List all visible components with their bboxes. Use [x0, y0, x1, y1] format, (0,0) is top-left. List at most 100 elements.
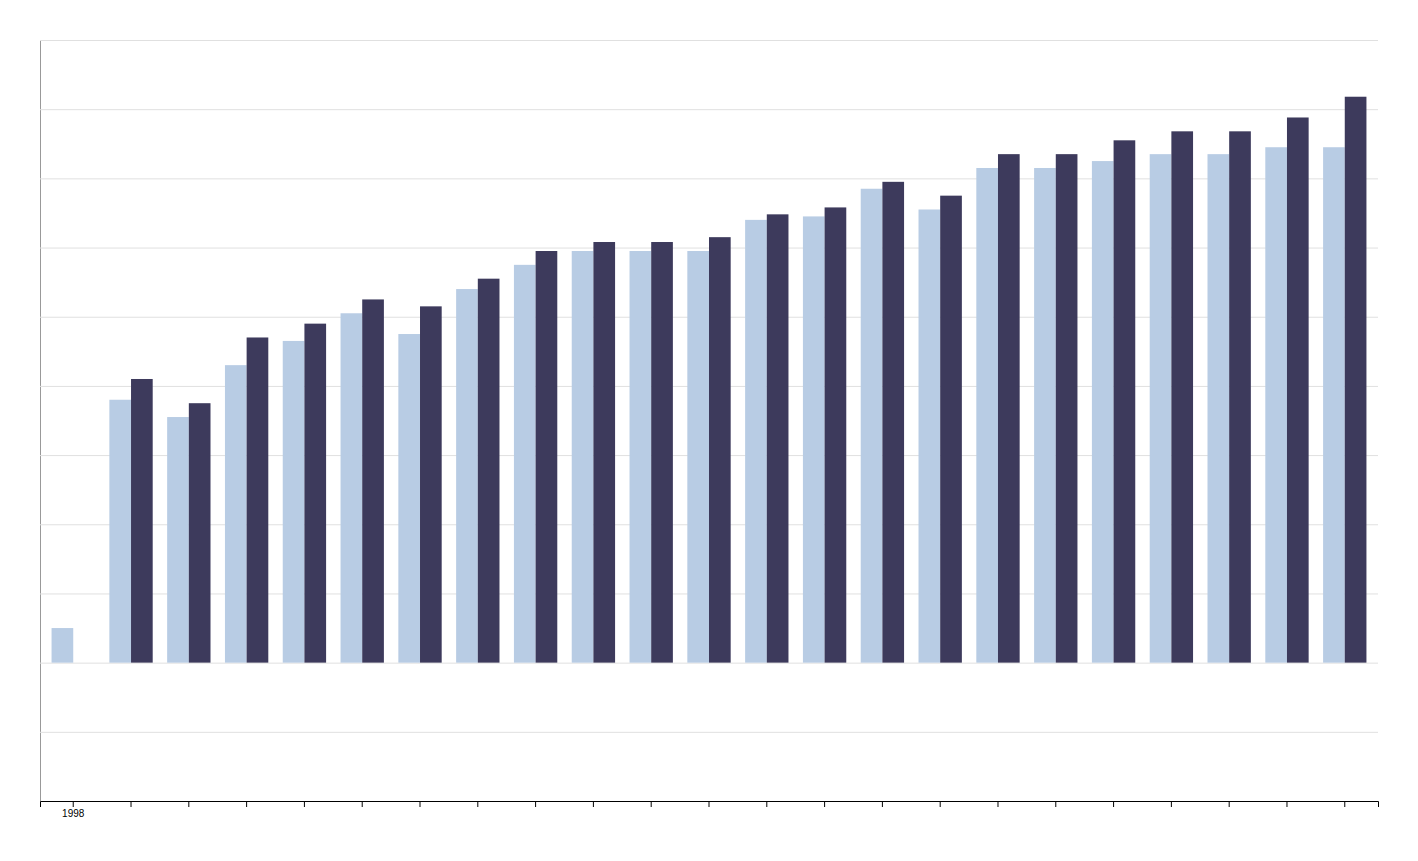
bar: [687, 251, 709, 663]
x-tick-label: 1998: [62, 808, 85, 819]
bar: [478, 279, 500, 663]
x-tick: [593, 801, 594, 807]
bar: [1287, 117, 1309, 662]
y-tick: [40, 732, 1378, 733]
bar: [651, 242, 673, 663]
bar: [976, 168, 998, 663]
x-tick: [1344, 801, 1345, 807]
x-tick: [362, 801, 363, 807]
x-tick: [246, 801, 247, 807]
bar: [189, 403, 211, 662]
grid-line: [40, 109, 1378, 110]
x-tick: [188, 801, 189, 807]
tick-line: [420, 801, 421, 807]
bar: [1345, 97, 1367, 663]
bar: [593, 242, 615, 663]
bar: [536, 251, 558, 663]
bar: [456, 289, 478, 663]
x-tick: [304, 801, 305, 807]
bars: [52, 97, 1367, 663]
x-tick: [131, 801, 132, 807]
bar: [1092, 161, 1114, 663]
bar: [572, 251, 594, 663]
bar: [1207, 154, 1229, 662]
tick-line: [1055, 801, 1056, 807]
tick-line: [246, 801, 247, 807]
bar: [398, 334, 420, 663]
tick-line: [882, 801, 883, 807]
bar: [109, 400, 131, 663]
bar: [998, 154, 1020, 662]
bar: [341, 313, 363, 662]
tick-line: [709, 801, 710, 807]
x-tick: [651, 801, 652, 807]
tick-line: [824, 801, 825, 807]
tick-line: [73, 801, 74, 807]
x-tick: [477, 801, 478, 807]
bar: [225, 365, 247, 662]
tick-line: [997, 801, 998, 807]
x-tick: [709, 801, 710, 807]
x-tick: [420, 801, 421, 807]
bar: [1171, 131, 1193, 662]
bar: [767, 214, 789, 662]
x-tick: [1229, 801, 1230, 807]
tick-line: [1171, 801, 1172, 807]
y-axis-line: [41, 41, 1379, 802]
tick-line: [651, 801, 652, 807]
bar: [131, 379, 153, 663]
tick-line: [477, 801, 478, 807]
bar: [745, 220, 767, 663]
tick-line: [1113, 801, 1114, 807]
tick-line: [304, 801, 305, 807]
bar: [420, 306, 442, 662]
series: [131, 97, 1366, 663]
x-tick: [1055, 801, 1056, 807]
bar: [861, 189, 883, 663]
tick-line: [766, 801, 767, 807]
x-axis: 1998: [41, 801, 1379, 819]
bar: [514, 265, 536, 663]
bar: [283, 341, 305, 663]
y-tick: [40, 40, 1378, 41]
x-tick: [1286, 801, 1287, 807]
x-tick: [997, 801, 998, 807]
x-tick: [940, 801, 941, 807]
y-tick: [40, 109, 1378, 110]
tick-line: [1344, 801, 1345, 807]
tick-line: [940, 801, 941, 807]
bar: [1265, 147, 1287, 662]
bar: [630, 251, 652, 663]
bar: [167, 417, 189, 663]
bar: [1150, 154, 1172, 662]
chart: 1998: [0, 0, 1418, 861]
grid-line: [40, 663, 1378, 664]
y-tick: [40, 663, 1378, 664]
tick-line: [188, 801, 189, 807]
x-tick: [1171, 801, 1172, 807]
bar: [940, 196, 962, 663]
bar: [247, 337, 269, 662]
x-tick: [766, 801, 767, 807]
tick-line: [1229, 801, 1230, 807]
tick-line: [1286, 801, 1287, 807]
tick-line: [535, 801, 536, 807]
grid-line: [40, 732, 1378, 733]
bar: [825, 207, 847, 662]
bar: [1229, 131, 1251, 662]
bar: [52, 628, 74, 663]
bar: [1056, 154, 1078, 662]
x-axis-line: [41, 802, 1379, 808]
x-tick: [882, 801, 883, 807]
bar: [1034, 168, 1056, 663]
bar: [709, 237, 731, 662]
bar: [304, 324, 326, 663]
x-tick: 1998: [62, 801, 85, 819]
x-tick: [824, 801, 825, 807]
bar: [919, 209, 941, 662]
tick-line: [593, 801, 594, 807]
bar: [1323, 147, 1345, 662]
tick-line: [131, 801, 132, 807]
bar: [1114, 140, 1136, 662]
x-tick: [535, 801, 536, 807]
